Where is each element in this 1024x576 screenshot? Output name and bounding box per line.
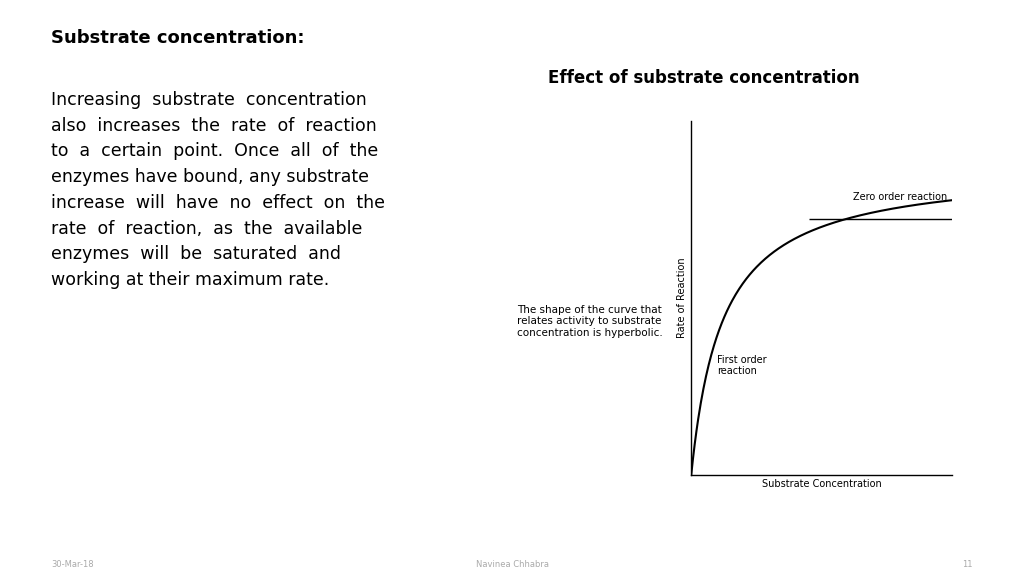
Text: Navinea Chhabra: Navinea Chhabra (475, 560, 549, 569)
Text: First order
reaction: First order reaction (717, 355, 767, 376)
Text: Increasing  substrate  concentration
also  increases  the  rate  of  reaction
to: Increasing substrate concentration also … (51, 91, 385, 289)
Text: The shape of the curve that
relates activity to substrate
concentration is hyper: The shape of the curve that relates acti… (517, 305, 663, 338)
Text: Zero order reaction: Zero order reaction (853, 192, 947, 202)
X-axis label: Substrate Concentration: Substrate Concentration (762, 479, 882, 490)
Y-axis label: Rate of Reaction: Rate of Reaction (677, 258, 687, 338)
Text: 30-Mar-18: 30-Mar-18 (51, 560, 94, 569)
Text: 11: 11 (963, 560, 973, 569)
Text: Substrate concentration:: Substrate concentration: (51, 29, 305, 47)
Text: Effect of substrate concentration: Effect of substrate concentration (548, 69, 859, 87)
